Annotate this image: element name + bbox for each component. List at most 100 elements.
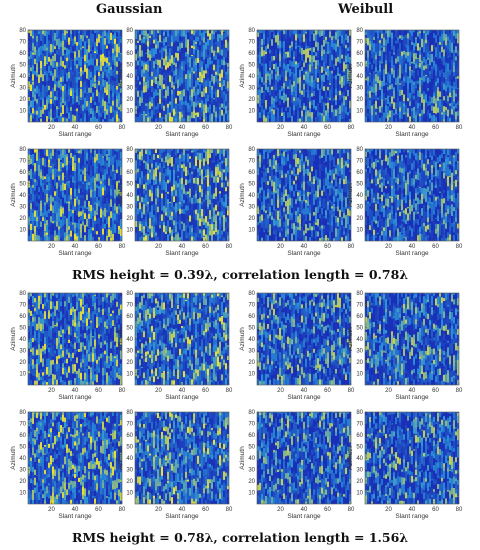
speckle-cell xyxy=(62,117,65,122)
speckle-cell xyxy=(309,90,312,98)
speckle-cell xyxy=(303,44,306,55)
speckle-cell xyxy=(68,79,71,87)
speckle-cell xyxy=(191,118,194,122)
speckle-cell xyxy=(171,64,174,76)
speckle-cell xyxy=(345,106,348,114)
speckle-cell xyxy=(185,238,188,241)
x-axis-label: Slant range xyxy=(287,131,321,138)
speckle-cell xyxy=(339,30,342,41)
speckle-cell xyxy=(114,81,117,92)
speckle-cell xyxy=(419,116,422,122)
speckle-cell xyxy=(175,46,178,56)
speckle-cell xyxy=(423,117,426,122)
speckle-cell xyxy=(80,30,83,36)
speckle-cell xyxy=(201,230,204,241)
speckle-cell xyxy=(38,38,41,48)
speckle-cell xyxy=(181,47,184,56)
speckle-cell xyxy=(155,187,158,197)
speckle-cell xyxy=(311,66,314,78)
speckle-cell xyxy=(275,42,278,54)
speckle-cell xyxy=(219,109,222,120)
speckle-cell xyxy=(102,79,105,86)
speckle-cell xyxy=(193,224,196,236)
speckle-cell xyxy=(277,81,280,88)
speckle-cell xyxy=(321,35,324,44)
speckle-cell xyxy=(149,96,152,106)
speckle-cell xyxy=(139,237,142,241)
speckle-cell xyxy=(173,36,176,45)
speckle-cell xyxy=(153,153,156,165)
speckle-cell xyxy=(375,100,378,110)
speckle-cell xyxy=(337,108,340,117)
speckle-cell xyxy=(163,168,166,177)
speckle-cell xyxy=(285,76,288,83)
speckle-cell xyxy=(36,56,39,65)
speckle-cell xyxy=(32,108,35,119)
speckle-cell xyxy=(341,97,344,105)
x-tick-label: 60 xyxy=(202,125,209,131)
speckle-cell xyxy=(181,200,184,208)
speckle-cell xyxy=(179,222,182,231)
speckle-cell xyxy=(321,84,324,94)
speckle-cell xyxy=(187,33,190,43)
speckle-cell xyxy=(265,38,268,50)
speckle-cell xyxy=(309,95,312,104)
speckle-cell xyxy=(98,43,101,53)
speckle-cell xyxy=(315,73,318,85)
speckle-cell xyxy=(327,68,330,78)
speckle-cell xyxy=(78,193,81,202)
speckle-cell xyxy=(167,193,170,205)
speckle-cell xyxy=(40,216,43,227)
speckle-cell xyxy=(147,89,150,101)
speckle-cell xyxy=(199,159,202,169)
speckle-cell xyxy=(60,61,63,70)
speckle-cell xyxy=(84,213,87,224)
speckle-cell xyxy=(303,89,306,101)
speckle-cell xyxy=(46,64,49,75)
speckle-cell xyxy=(333,64,336,74)
speckle-cell xyxy=(70,46,73,55)
speckle-cell xyxy=(331,115,334,122)
speckle-cell xyxy=(155,68,158,75)
speckle-cell xyxy=(118,160,121,167)
speckle-cell xyxy=(193,40,196,51)
speckle-cell xyxy=(395,108,398,119)
speckle-cell xyxy=(447,63,450,72)
speckle-cell xyxy=(153,214,156,226)
speckle-cell xyxy=(54,159,57,168)
speckle-cell xyxy=(289,99,292,107)
speckle-cell xyxy=(173,76,176,83)
speckle-cell xyxy=(309,79,312,91)
speckle-cell xyxy=(199,185,202,193)
speckle-cell xyxy=(56,182,59,189)
speckle-cell xyxy=(28,32,31,43)
speckle-cell xyxy=(303,70,306,78)
speckle-cell xyxy=(177,215,180,227)
speckle-cell xyxy=(145,174,148,184)
speckle-cell xyxy=(50,177,53,186)
speckle-cell xyxy=(52,109,55,119)
speckle-cell xyxy=(165,225,168,234)
speckle-cell xyxy=(307,76,310,85)
speckle-cell xyxy=(259,112,262,122)
speckle-cell xyxy=(317,83,320,93)
speckle-cell xyxy=(423,57,426,68)
speckle-cell xyxy=(183,36,186,46)
speckle-cell xyxy=(371,86,374,97)
speckle-cell xyxy=(275,49,278,59)
speckle-cell xyxy=(173,236,176,241)
speckle-cell xyxy=(177,234,180,241)
speckle-cell xyxy=(104,238,107,241)
speckle-cell xyxy=(341,92,344,101)
speckle-cell xyxy=(165,114,168,122)
speckle-cell xyxy=(34,152,37,162)
speckle-cell xyxy=(267,58,270,68)
speckle-cell xyxy=(54,168,57,177)
speckle-cell xyxy=(289,30,292,36)
speckle-cell xyxy=(94,116,97,122)
speckle-cell xyxy=(72,53,75,60)
speckle-cell xyxy=(94,190,97,198)
speckle-cell xyxy=(98,152,101,162)
speckle-cell xyxy=(60,48,63,59)
speckle-cell xyxy=(54,110,57,118)
